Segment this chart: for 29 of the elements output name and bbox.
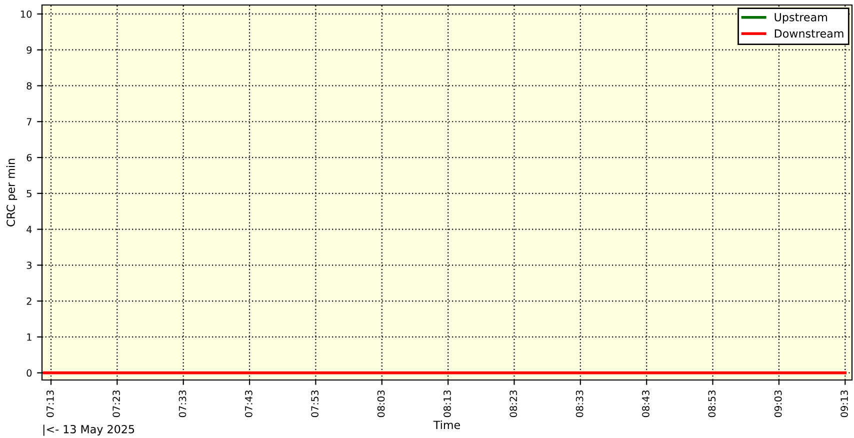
legend-label: Upstream [774,13,827,24]
x-tick-label: 08:03 [377,390,385,418]
y-tick-label: 9 [26,46,32,54]
x-tick-label: 07:43 [245,390,252,418]
x-tick-label: 07:23 [112,390,120,418]
x-axis-title: Time [433,420,460,430]
x-tick-label: 09:13 [840,390,848,418]
y-tick-label: 0 [26,369,32,377]
x-tick-label: 08:53 [708,390,716,418]
x-tick-label: 08:33 [576,390,584,418]
x-tick-label: 09:03 [774,390,782,418]
legend-label: Downstream [774,29,844,38]
y-tick-label: 8 [26,82,32,90]
y-axis-title: CRC per min [6,158,18,226]
text: |<- 13 May 2025 [43,424,134,436]
y-tick-label: 6 [26,154,32,162]
x-tick-label: 08:43 [642,390,650,418]
y-tick-label: 10 [20,10,32,18]
x-tick-label: 08:23 [510,390,518,418]
y-tick-label: 4 [26,226,32,233]
y-tick-label: 2 [26,298,32,305]
x-tick-label: 07:53 [311,390,319,418]
x-tick-label: 07:13 [46,390,54,418]
y-tick-label: 5 [26,190,32,198]
y-tick-label: 1 [27,334,32,341]
y-tick-label: 3 [26,262,32,269]
x-tick-label: 08:13 [444,390,451,418]
x-tick-label: 07:33 [178,390,186,418]
y-tick-label: 7 [26,118,32,126]
